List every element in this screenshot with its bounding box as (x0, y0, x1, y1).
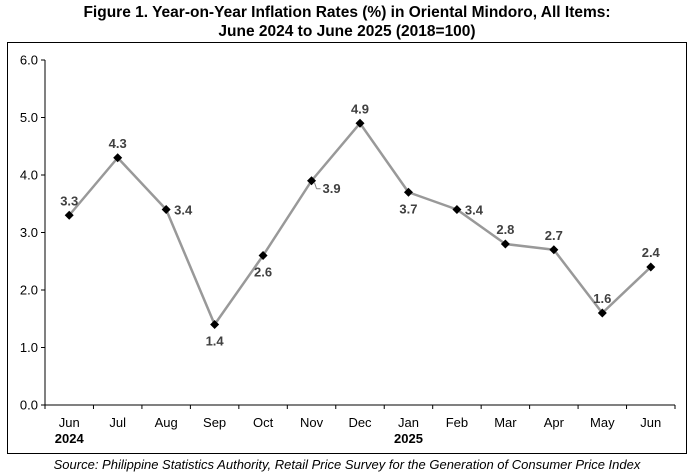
x-tick-label: Jun (59, 415, 80, 430)
x-tick-label: Feb (446, 415, 468, 430)
data-label: 1.4 (206, 334, 225, 349)
data-point-marker (452, 205, 462, 214)
data-point-marker (113, 153, 123, 163)
data-point-marker (403, 187, 413, 197)
data-labels: 3.3 4.3 3.4 1.4 2.6 3.9 4.9 3.7 3.4 2.8 2.7 1.6 2.4 (60, 101, 660, 348)
data-point-marker (549, 245, 559, 255)
data-label: 3.3 (60, 193, 78, 208)
data-label: 4.3 (109, 136, 127, 151)
data-label: 2.7 (545, 228, 563, 243)
x-tick-label: Jan (398, 415, 419, 430)
x-tick-label: Sep (203, 415, 226, 430)
chart-title-line-2: June 2024 to June 2025 (2018=100) (218, 23, 476, 40)
series-line (68, 122, 652, 326)
data-point-marker (355, 118, 365, 128)
y-tick-label: 1.0 (20, 340, 38, 355)
data-point-marker (597, 308, 607, 318)
data-label: 1.6 (593, 291, 611, 306)
data-point-marker (161, 205, 171, 214)
data-label: 3.7 (399, 201, 417, 216)
x-tick-label: Mar (494, 415, 517, 430)
x-tick-label: Apr (544, 415, 565, 430)
x-year-label: 2024 (55, 431, 85, 446)
chart-frame (7, 42, 687, 454)
data-label: 3.4 (174, 203, 193, 218)
x-tick-label: May (590, 415, 615, 430)
y-tick-label: 5.0 (20, 110, 38, 125)
data-point-marker (307, 176, 317, 186)
x-tick-label: Oct (253, 415, 274, 430)
x-tick-label: Jun (640, 415, 661, 430)
data-label: 4.9 (351, 101, 369, 116)
data-label: 3.9 (323, 181, 341, 196)
data-label: 2.8 (496, 222, 514, 237)
data-label-leader (314, 182, 318, 189)
data-label: 3.4 (465, 203, 484, 218)
y-tick-label: 0.0 (20, 398, 38, 413)
y-tick-label: 4.0 (20, 168, 38, 183)
data-point-marker (210, 320, 220, 329)
data-label: 2.4 (642, 245, 661, 260)
source-note: Source: Philippine Statistics Authority,… (53, 457, 641, 472)
data-label: 2.6 (254, 265, 272, 280)
x-tick-label: Jul (109, 415, 126, 430)
chart-title: Figure 1. Year-on-Year Inflation Rates (… (0, 3, 694, 41)
x-year-label: 2025 (394, 431, 423, 446)
data-point-marker (500, 239, 510, 249)
x-tick-label: Nov (300, 415, 324, 430)
data-point-marker (64, 210, 74, 220)
y-tick-label: 6.0 (20, 53, 38, 68)
axes: 0.0 1.0 2.0 3.0 4.0 5.0 6.0 Jun Jul Aug Sep Oct Nov D… (20, 53, 676, 446)
data-point-marker (258, 251, 268, 260)
data-point-marker (646, 262, 656, 272)
chart-title-line-1: Figure 1. Year-on-Year Inflation Rates (… (83, 4, 611, 21)
x-tick-label: Dec (348, 415, 372, 430)
y-tick-label: 2.0 (20, 283, 38, 298)
x-tick-label: Aug (155, 415, 178, 430)
y-tick-label: 3.0 (20, 225, 38, 240)
series-layer (64, 118, 656, 329)
